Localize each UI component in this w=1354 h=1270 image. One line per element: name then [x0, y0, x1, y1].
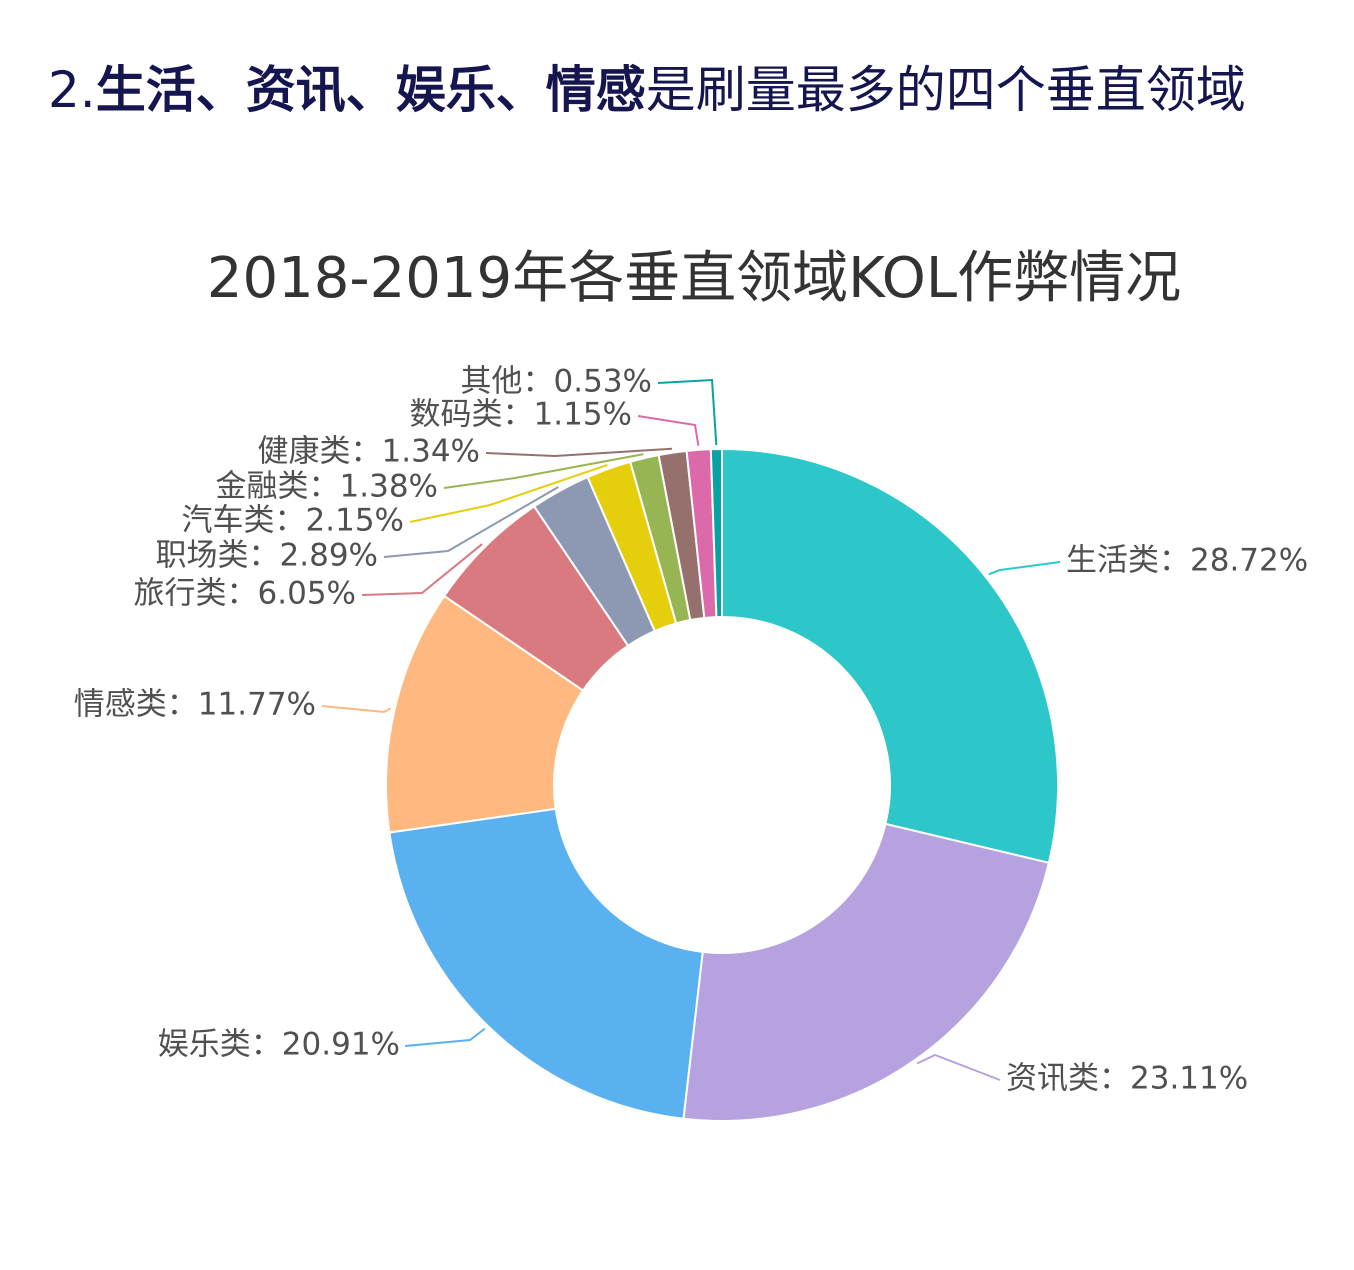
- headline-bold-text: 生活、资讯、娱乐、情感: [95, 61, 646, 119]
- label-leader-lines: [321, 378, 1061, 1081]
- chart-slices: [385, 447, 1059, 1122]
- slice-4-leader-line: [321, 705, 392, 714]
- slice-11-leader-line: [657, 378, 718, 446]
- slice-4: [385, 594, 585, 834]
- slice-1-label: 生活类：28.72%: [1066, 543, 1308, 579]
- slice-1: [721, 447, 1059, 865]
- slice-1-leader-line: [988, 561, 1061, 576]
- slice-10-leader-line: [637, 415, 700, 446]
- slice-7-label: 汽车类：2.15%: [182, 503, 404, 539]
- headline-number: 2.: [48, 61, 96, 119]
- headline-regular-text: 是刷量最多的四个垂直领域: [645, 61, 1246, 119]
- slice-10-label: 数码类：1.15%: [410, 397, 632, 433]
- slice-2: [682, 822, 1051, 1122]
- slice-3: [388, 807, 704, 1120]
- slice-5-leader-line: [361, 543, 483, 596]
- slice-labels: 生活类：28.72% 资讯类：23.11% 娱乐类：20.91% 情感类：11.77%…: [74, 364, 1308, 1097]
- slice-9-label: 健康类：1.34%: [258, 434, 480, 470]
- slice-11: [709, 447, 723, 619]
- slice-3-leader-line: [404, 1027, 486, 1047]
- slice-8-label: 金融类：1.38%: [216, 469, 438, 505]
- slice-2-leader-line: [916, 1053, 1001, 1081]
- slice-11-label: 其他：0.53%: [461, 364, 652, 400]
- slice-6-label: 职场类：2.89%: [156, 538, 378, 574]
- slice-5-label: 旅行类：6.05%: [134, 576, 356, 612]
- slice-9-leader-line: [485, 447, 673, 458]
- slice-4-label: 情感类：11.77%: [74, 687, 316, 723]
- slice-2-label: 资讯类：23.11%: [1006, 1061, 1248, 1097]
- slice-8-leader-line: [443, 453, 644, 489]
- chart-title: 2018-2019年各垂直领域KOL作弊情况: [207, 246, 1181, 311]
- headline: 2.生活、资讯、娱乐、情感是刷量最多的四个垂直领域: [48, 52, 1246, 128]
- slice-6-leader-line: [383, 486, 559, 558]
- slice-7-leader-line: [409, 463, 608, 523]
- slice-3-label: 娱乐类：20.91%: [158, 1027, 400, 1063]
